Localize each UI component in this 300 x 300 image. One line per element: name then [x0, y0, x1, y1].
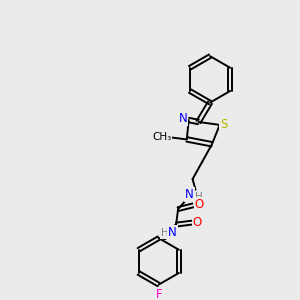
- Text: H: H: [160, 228, 168, 238]
- Text: O: O: [193, 216, 202, 229]
- Text: N: N: [185, 188, 194, 201]
- Text: F: F: [155, 288, 162, 300]
- Text: S: S: [220, 118, 227, 131]
- Text: N: N: [168, 226, 177, 239]
- Text: CH₃: CH₃: [152, 133, 171, 142]
- Text: H: H: [194, 193, 202, 202]
- Text: N: N: [178, 112, 187, 124]
- Text: O: O: [195, 198, 204, 211]
